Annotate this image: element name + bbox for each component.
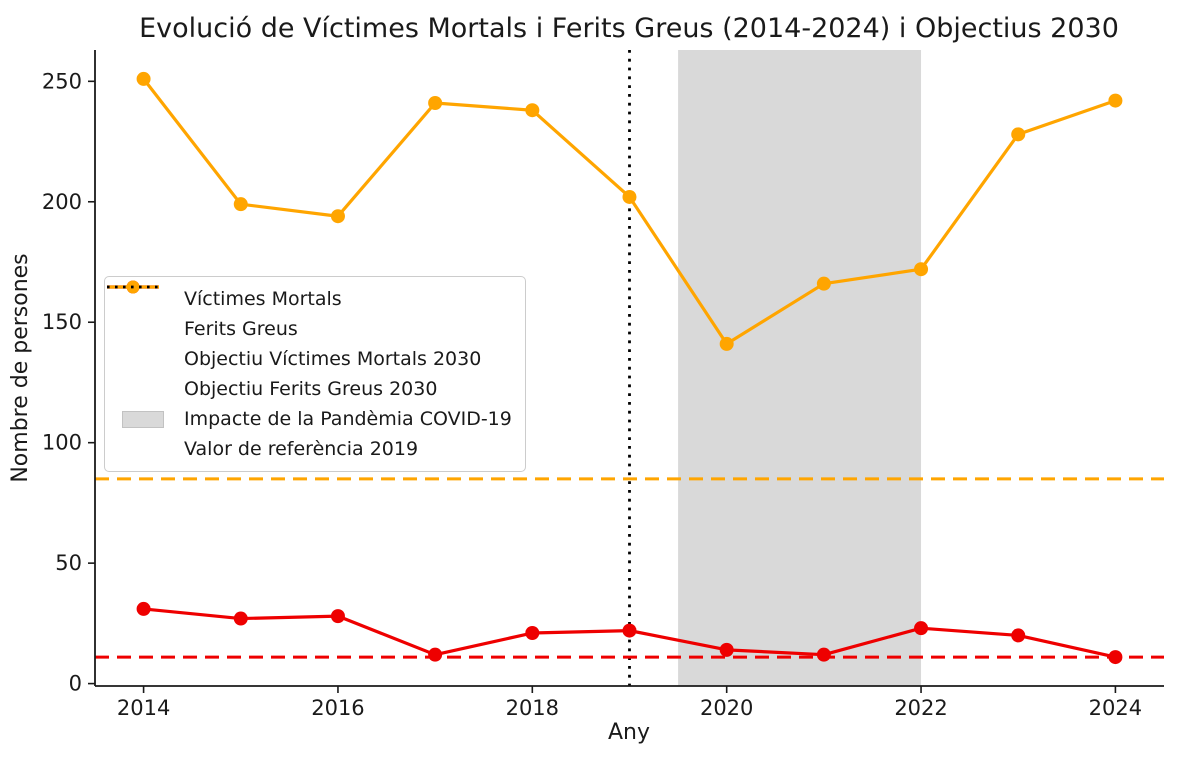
y-tick-label: 100 bbox=[42, 431, 82, 455]
v-ctimes-mortals-point bbox=[330, 609, 345, 624]
v-ctimes-mortals-point bbox=[428, 647, 443, 662]
legend-item-0: Víctimes Mortals bbox=[107, 280, 512, 314]
v-ctimes-mortals-point bbox=[914, 621, 929, 636]
y-tick-label: 250 bbox=[42, 69, 82, 93]
legend-label: Ferits Greus bbox=[184, 318, 298, 340]
ferits-greus-point bbox=[428, 96, 443, 110]
v-ctimes-mortals-point bbox=[1108, 650, 1123, 665]
y-tick-label: 50 bbox=[55, 551, 82, 575]
x-tick-label: 2016 bbox=[311, 696, 364, 720]
ferits-greus-point bbox=[330, 209, 345, 224]
ferits-greus-point bbox=[622, 189, 637, 204]
v-ctimes-mortals-point bbox=[1011, 628, 1026, 643]
legend-label: Valor de referència 2019 bbox=[184, 438, 419, 460]
chart-title: Evolució de Víctimes Mortals i Ferits Gr… bbox=[139, 13, 1119, 44]
legend-label: Objectiu Ferits Greus 2030 bbox=[184, 378, 438, 400]
legend-label: Objectiu Víctimes Mortals 2030 bbox=[184, 348, 482, 370]
legend-item-2: Objectiu Víctimes Mortals 2030 bbox=[107, 285, 512, 374]
y-tick-label: 0 bbox=[69, 672, 82, 696]
legend-label: Víctimes Mortals bbox=[184, 288, 342, 310]
ferits-greus-point bbox=[816, 276, 831, 291]
v-ctimes-mortals-point bbox=[816, 647, 831, 662]
ferits-greus-point bbox=[1108, 93, 1123, 108]
legend-line-sample bbox=[107, 285, 159, 289]
x-tick-label: 2014 bbox=[117, 696, 170, 720]
ferits-greus-point bbox=[719, 336, 734, 351]
legend-item-4: Impacte de la Pandèmia COVID-19 bbox=[115, 404, 512, 434]
ferits-greus-point bbox=[914, 262, 929, 277]
legend-item-3: Objectiu Ferits Greus 2030 bbox=[107, 285, 512, 404]
legend-item-5: Valor de referència 2019 bbox=[107, 285, 512, 464]
x-tick-label: 2018 bbox=[506, 696, 559, 720]
v-ctimes-mortals-point bbox=[719, 642, 734, 657]
legend: Víctimes Mortals Ferits Greus Objectiu Víc… bbox=[104, 276, 526, 472]
legend-item-1: Ferits Greus bbox=[107, 280, 512, 344]
v-ctimes-mortals-point bbox=[233, 611, 248, 626]
legend-patch-icon bbox=[115, 410, 171, 428]
covid-pandemic-band bbox=[678, 50, 922, 686]
v-ctimes-mortals-point bbox=[622, 623, 637, 638]
ferits-greus-point bbox=[525, 103, 540, 118]
ferits-greus-point bbox=[1011, 127, 1026, 142]
v-ctimes-mortals-point bbox=[136, 601, 151, 616]
y-tick-label: 150 bbox=[42, 310, 82, 334]
v-ctimes-mortals-point bbox=[525, 626, 540, 640]
y-axis-label: Nombre de persones bbox=[8, 253, 33, 482]
legend-patch-swatch bbox=[122, 410, 164, 428]
x-tick-label: 2020 bbox=[700, 696, 753, 720]
ferits-greus-point bbox=[233, 197, 248, 212]
x-tick-label: 2024 bbox=[1089, 696, 1142, 720]
y-tick-label: 200 bbox=[42, 190, 82, 214]
ferits-greus-point bbox=[136, 71, 151, 86]
x-axis-label: Any bbox=[608, 720, 650, 745]
plot-area: 2014 2016 2018 2020 2022 2024 0 50 100 150 200 250 bbox=[42, 50, 1164, 720]
legend-label: Impacte de la Pandèmia COVID-19 bbox=[184, 408, 512, 430]
x-tick-label: 2022 bbox=[894, 696, 947, 720]
